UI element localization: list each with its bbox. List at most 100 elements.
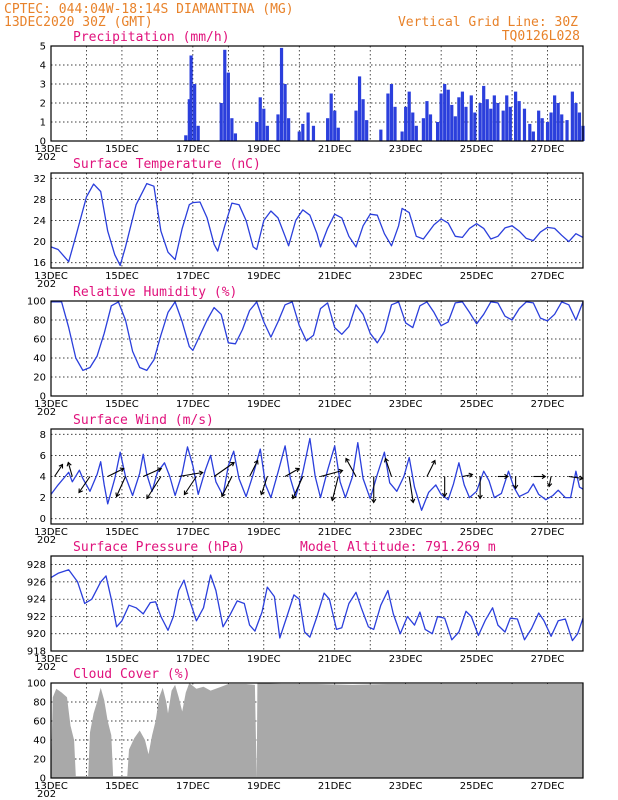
rh-ytick-label: 80	[33, 316, 46, 327]
wind-frame	[50, 428, 584, 525]
temp-xtick-label: 13DEC	[34, 271, 68, 282]
cloud-ytick-label: 20	[33, 755, 46, 766]
precip-bar	[549, 112, 553, 141]
precip-bar	[379, 129, 383, 141]
precip-bar	[457, 97, 461, 141]
precip-bar	[219, 103, 223, 141]
temp-ytick-label: 24	[33, 216, 46, 227]
precip-bar	[570, 91, 574, 141]
precip-bar	[556, 103, 560, 141]
precip-bar	[361, 99, 365, 141]
pres-ytick-label: 924	[27, 595, 46, 606]
precip-frame	[50, 45, 584, 142]
precip-bar	[505, 95, 509, 141]
wind-series-line	[50, 437, 584, 511]
precip-bar	[196, 125, 200, 141]
wind-vector	[178, 470, 204, 478]
precip-bar	[411, 112, 415, 141]
rh-xtick-label: 21DEC	[318, 399, 352, 410]
precip-bar	[276, 114, 280, 141]
precip-bar	[478, 103, 482, 141]
precip-xtick-label: 13DEC	[34, 144, 68, 155]
rh-xtick-label: 17DEC	[176, 399, 210, 410]
header-model-id: TQ0126L028	[502, 29, 580, 44]
cloud-xtick-label: 27DEC	[531, 781, 565, 792]
precip-bar	[421, 118, 425, 141]
precip-bar	[560, 114, 564, 141]
cloud-xtick-label: 23DEC	[389, 781, 423, 792]
precip-bar	[365, 120, 369, 141]
cloud-panel: 0 20 40 60 80 100 13DEC 15DEC 17DEC 19DEC 21DEC 23D…	[27, 679, 584, 800]
wind-ytick-label: 8	[40, 430, 46, 441]
cloud-title: Cloud Cover (%)	[73, 667, 190, 682]
pres-xtick-label: 27DEC	[531, 654, 565, 665]
wind-vector	[533, 473, 547, 480]
precip-xtick-label: 19DEC	[247, 144, 281, 155]
precip-bar	[439, 93, 443, 141]
precip-bar	[233, 133, 238, 141]
precip-bar	[311, 125, 316, 141]
precip-bar	[514, 91, 518, 141]
precip-xtick-label: 23DEC	[389, 144, 423, 155]
precip-xtick-label: 27DEC	[531, 144, 565, 155]
precip-bar	[531, 131, 535, 141]
precip-bar	[577, 112, 582, 141]
precip-bar	[389, 84, 394, 141]
pres-xtick-label: 19DEC	[247, 654, 281, 665]
wind-vector	[107, 467, 125, 477]
precip-bar	[283, 84, 287, 141]
pres-xtick-label: 23DEC	[389, 654, 423, 665]
rh-frame	[50, 300, 584, 397]
pres-title: Surface Pressure (hPa)	[73, 540, 245, 555]
rh-xtick-label: 13DEC	[34, 399, 68, 410]
precip-bar	[574, 103, 578, 141]
wind-vector	[66, 461, 73, 477]
rh-xtick-label: 27DEC	[531, 399, 565, 410]
precip-bar	[404, 106, 408, 141]
rh-xtick-label: 25DEC	[460, 399, 494, 410]
precip-bar	[306, 112, 310, 141]
pres-ytick-label: 920	[27, 629, 46, 640]
temp-series-line	[50, 182, 584, 267]
precip-year-fragment: 202	[37, 152, 56, 163]
precip-bar	[485, 99, 489, 141]
header-date: 13DEC2020 30Z (GMT)	[4, 15, 153, 30]
precip-bar	[473, 112, 477, 141]
precip-bar	[193, 84, 197, 141]
precip-bar	[386, 93, 390, 141]
precip-xtick-label: 17DEC	[176, 144, 210, 155]
precip-bar	[464, 106, 468, 141]
wind-vector	[115, 476, 126, 498]
precip-bar	[553, 95, 557, 141]
rh-ytick-label: 100	[27, 297, 46, 308]
wind-xtick-label: 17DEC	[176, 527, 210, 538]
pres-series-line	[50, 569, 584, 642]
wind-ytick-label: 2	[40, 493, 46, 504]
precip-bar	[450, 104, 454, 141]
precip-bar	[443, 84, 447, 141]
wind-year-fragment: 202	[37, 535, 56, 546]
precip-ytick-label: 5	[40, 42, 46, 53]
precip-xtick-label: 21DEC	[318, 144, 352, 155]
precip-bar	[336, 127, 340, 141]
rh-xtick-label: 23DEC	[389, 399, 423, 410]
wind-vector	[371, 476, 377, 504]
rh-ytick-label: 0	[40, 392, 46, 403]
wind-vector	[442, 476, 448, 498]
precip-bar	[508, 106, 512, 141]
precip-bar	[258, 97, 262, 141]
wind-vector	[408, 476, 416, 504]
cloud-xtick-label: 19DEC	[247, 781, 281, 792]
precip-bar	[489, 108, 493, 141]
pres-frame	[50, 555, 584, 652]
cloud-ytick-label: 0	[40, 774, 46, 785]
wind-vector	[462, 472, 474, 478]
precip-bar	[301, 123, 305, 141]
precip-bar	[414, 125, 418, 141]
precip-ytick-label: 0	[40, 137, 46, 148]
temp-xtick-label: 17DEC	[176, 271, 210, 282]
wind-vector	[426, 459, 436, 477]
precip-ytick-label: 2	[40, 99, 46, 110]
rh-xtick-label: 15DEC	[105, 399, 139, 410]
precip-bar	[184, 135, 188, 141]
